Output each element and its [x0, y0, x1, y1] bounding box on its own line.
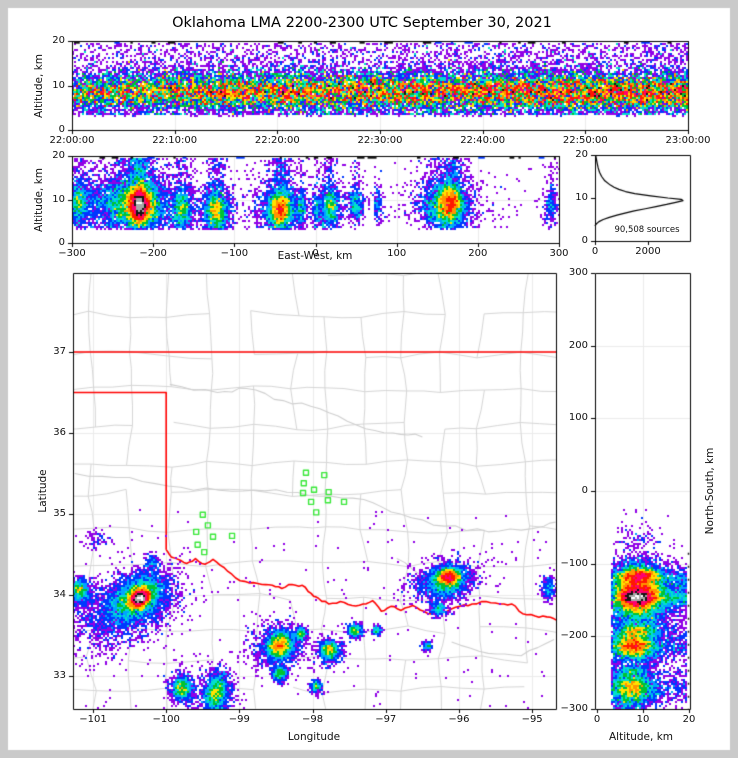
north_south-ytick-label: 300 — [568, 267, 588, 278]
map-ylabel: Latitude — [37, 469, 49, 513]
time_height-ytick-label: 0 — [58, 124, 65, 135]
north_south-ytick-label: 0 — [581, 485, 588, 496]
plan_view-xtick-label: −97 — [375, 714, 397, 725]
time_height-xtick-label: 22:00:00 — [49, 135, 95, 146]
north-south-ylabel: North-South, km — [704, 447, 716, 535]
time_height-xtick-label: 22:40:00 — [460, 135, 506, 146]
north_south-ytick-label: 100 — [568, 412, 588, 424]
east_west-xtick-label: 200 — [468, 248, 488, 259]
north_south-ytick-label: −100 — [560, 557, 588, 569]
east_west-xtick-label: 100 — [387, 248, 407, 259]
east_west-xtick-label: 0 — [312, 248, 319, 259]
time_height-ytick-label: 20 — [52, 35, 65, 46]
time_height-xtick-label: 22:30:00 — [357, 135, 403, 146]
plan_view-xtick-label: −98 — [301, 714, 324, 725]
north_south-xtick-label: 20 — [682, 714, 696, 725]
plan_view-xtick-label: −95 — [521, 714, 543, 725]
time_height-xtick-label: 22:50:00 — [562, 135, 608, 146]
east_west-xtick-label: 300 — [549, 248, 569, 259]
time_height-xtick-label: 22:10:00 — [152, 135, 198, 146]
plan_view-ytick-label: 36 — [53, 426, 66, 438]
plan_view-ytick-label: 33 — [53, 670, 66, 682]
north-south-xlabel: Altitude, km — [608, 731, 673, 743]
east_west-ytick-label: 0 — [58, 237, 65, 248]
north_south-xtick-label: 10 — [636, 714, 650, 725]
east_west-xtick-label: −100 — [220, 248, 249, 259]
north_south-ytick-label: 200 — [568, 339, 588, 351]
north_south-ytick-label: −200 — [560, 630, 588, 642]
north_south-xtick-label: 0 — [593, 714, 601, 725]
altitude_histogram-ytick-label: 0 — [581, 235, 588, 246]
altitude_histogram-xtick-label: 2000 — [635, 246, 661, 257]
plan_view-ytick-label: 37 — [53, 345, 66, 357]
altitude_histogram-ytick-label: 20 — [575, 149, 588, 160]
north_south-ytick-label: −300 — [560, 703, 588, 714]
plan_view-xtick-label: −101 — [79, 714, 107, 725]
altitude_histogram-xtick-label: 0 — [591, 246, 599, 257]
plan_view-xtick-label: −100 — [152, 714, 180, 725]
plan_view-ytick-label: 35 — [53, 508, 66, 519]
map-xlabel: Longitude — [287, 731, 341, 743]
east_west-xtick-label: −300 — [58, 248, 86, 259]
time_height-xtick-label: 23:00:00 — [665, 135, 711, 146]
time_height-ytick-label: 10 — [52, 79, 65, 91]
plan_view-xtick-label: −96 — [448, 714, 470, 725]
east_west-ytick-label: 20 — [52, 150, 65, 161]
time_height-xtick-label: 22:20:00 — [254, 135, 300, 146]
east_west-xtick-label: −200 — [139, 248, 167, 259]
east-west-xlabel: East-West, km — [277, 250, 353, 262]
altitude_histogram-ytick-label: 10 — [575, 192, 588, 203]
plan_view-ytick-label: 34 — [53, 589, 66, 601]
figure-title: Oklahoma LMA 2200-2300 UTC September 30,… — [172, 15, 552, 31]
source-count-annotation: 90,508 sources — [614, 225, 680, 235]
plan_view-xtick-label: −99 — [228, 714, 250, 725]
east_west-ytick-label: 10 — [52, 193, 65, 205]
